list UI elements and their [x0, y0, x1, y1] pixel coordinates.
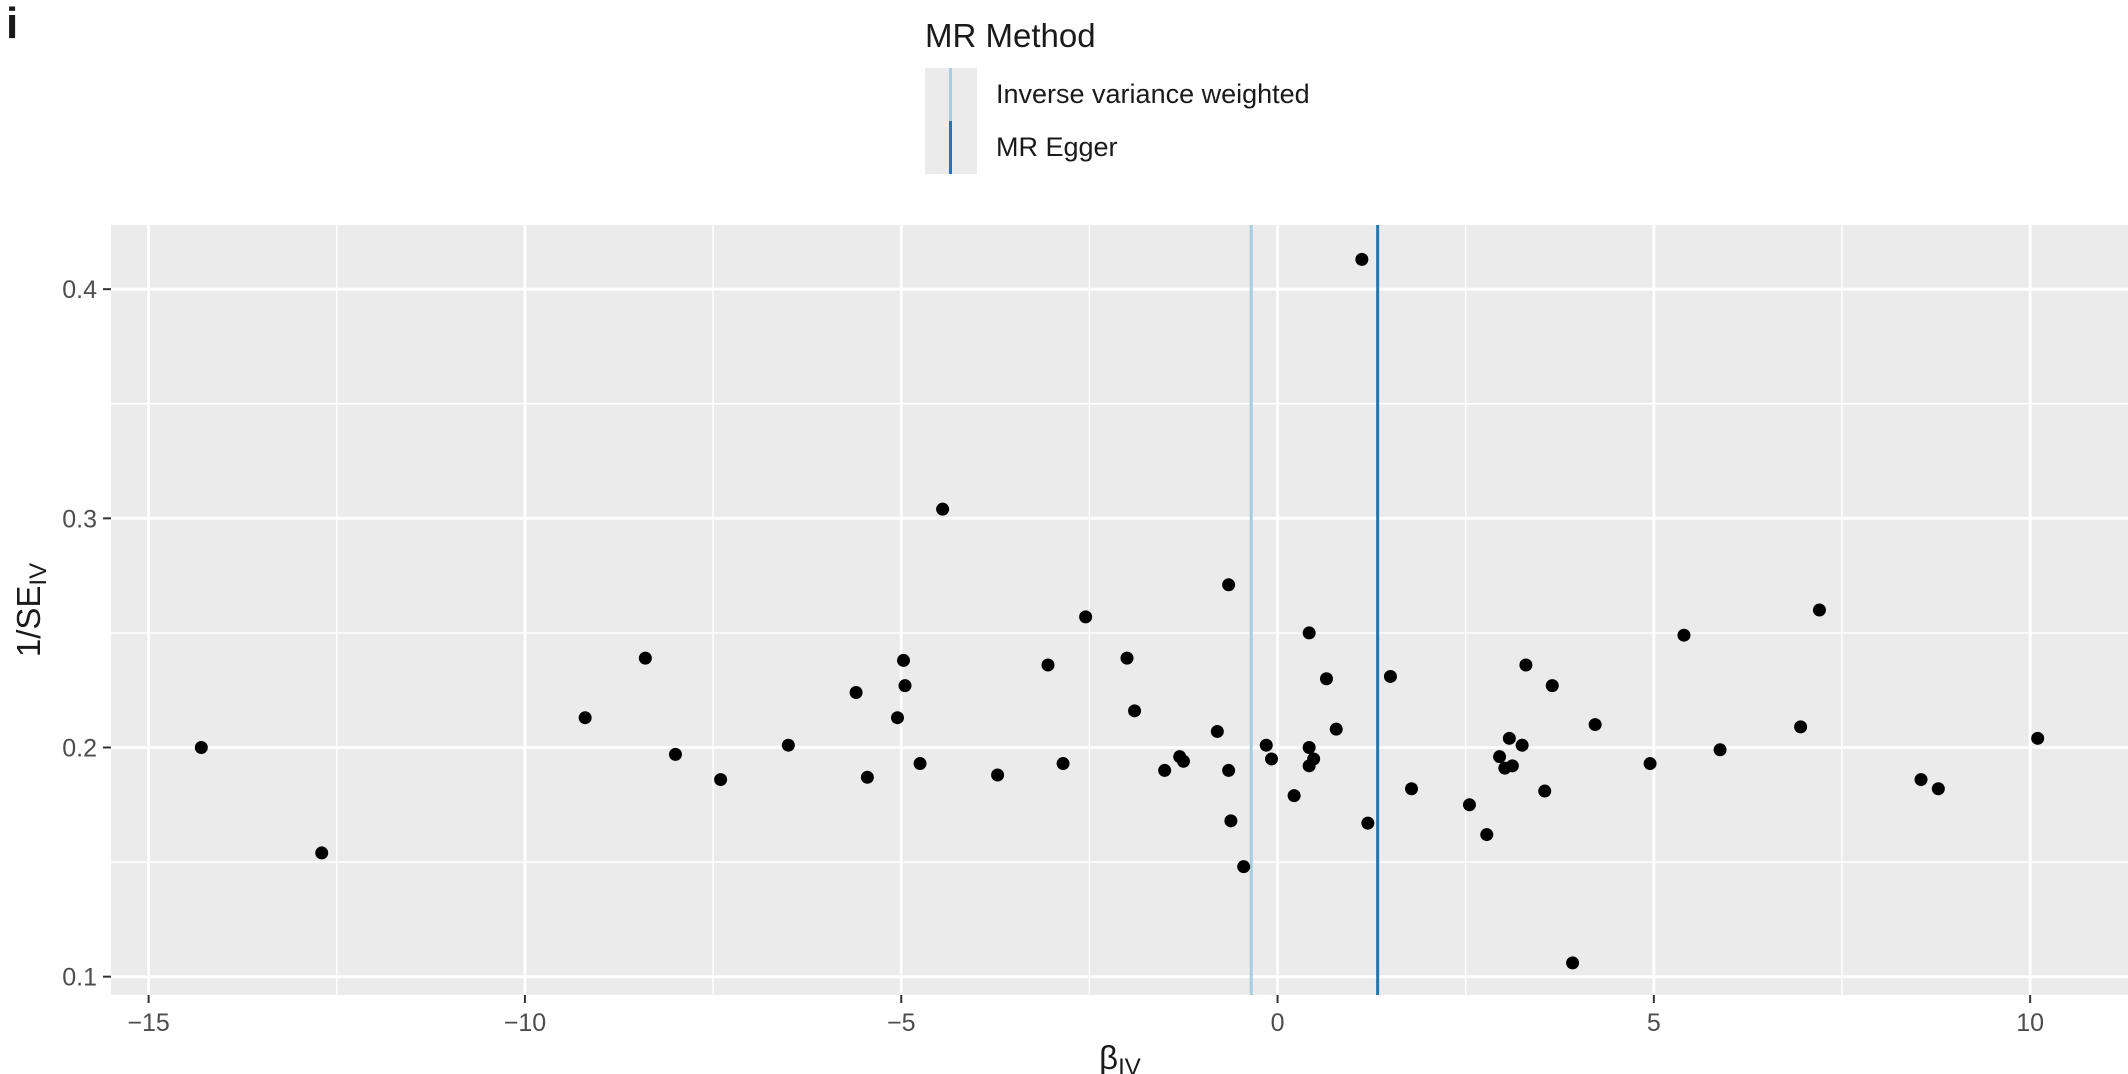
data-point — [1383, 669, 1397, 683]
y-tick-label: 0.2 — [62, 735, 97, 763]
major-gridlines — [111, 225, 2128, 995]
x-axis-title: βIV — [1099, 1039, 1141, 1074]
data-point — [1128, 704, 1142, 718]
data-point — [1355, 252, 1369, 266]
minor-gridlines — [111, 225, 2128, 995]
y-tick-label: 0.1 — [62, 964, 97, 992]
data-point — [315, 846, 329, 860]
data-point — [1237, 860, 1251, 874]
data-point — [714, 773, 728, 787]
data-point — [1588, 718, 1602, 732]
data-point — [897, 653, 911, 667]
data-point — [1265, 752, 1279, 766]
y-axis: 0.1 0.2 0.3 0.4 — [62, 276, 111, 992]
data-point — [1079, 610, 1093, 624]
data-point — [1931, 782, 1945, 796]
data-point — [1041, 658, 1055, 672]
data-point — [1222, 578, 1236, 592]
legend-title: MR Method — [925, 17, 1096, 54]
x-axis-title-main: β — [1099, 1039, 1118, 1074]
data-point — [1259, 738, 1273, 752]
data-point — [1222, 763, 1236, 777]
data-point — [1307, 752, 1321, 766]
plot-panel — [111, 225, 2128, 995]
data-point — [1914, 773, 1928, 787]
data-point — [1329, 722, 1343, 736]
panel-label: i — [6, 0, 19, 48]
data-point — [1643, 757, 1657, 771]
y-axis-title-main: 1/SE — [10, 586, 47, 658]
data-point — [1210, 724, 1224, 738]
x-tick-label: 0 — [1271, 1009, 1285, 1037]
x-tick-label: 5 — [1647, 1009, 1661, 1037]
data-point — [1493, 750, 1507, 764]
data-point — [1462, 798, 1476, 812]
y-tick-label: 0.4 — [62, 276, 97, 304]
data-point — [860, 770, 874, 784]
legend-label-ivw: Inverse variance weighted — [996, 79, 1310, 109]
data-point — [1566, 956, 1580, 970]
data-point — [1319, 672, 1333, 686]
y-tick-label: 0.3 — [62, 505, 97, 533]
data-point — [898, 679, 912, 693]
legend-key-egger — [925, 121, 977, 174]
data-point — [936, 502, 950, 516]
method-lines — [1249, 225, 1380, 995]
data-point — [1302, 741, 1316, 754]
y-axis-title: 1/SEIV — [10, 563, 52, 657]
data-point — [890, 711, 904, 725]
data-point — [1505, 759, 1519, 773]
legend-swatch-egger — [949, 121, 952, 174]
data-point — [781, 738, 795, 752]
data-point — [578, 711, 592, 725]
data-point — [1224, 814, 1238, 828]
legend-swatch-ivw — [949, 68, 952, 121]
data-point — [194, 741, 208, 754]
x-tick-label: 10 — [2016, 1009, 2044, 1037]
data-point — [1480, 828, 1494, 842]
data-point — [1120, 651, 1134, 665]
data-point — [991, 768, 1005, 782]
data-point — [638, 651, 652, 665]
data-point — [1176, 754, 1190, 768]
x-axis-title-sub: IV — [1118, 1054, 1141, 1074]
data-point — [668, 747, 682, 761]
data-point — [1287, 789, 1301, 803]
legend: MR Method Inverse variance weighted MR E… — [925, 16, 1310, 174]
data-point — [1158, 763, 1172, 777]
data-point — [1545, 679, 1559, 693]
x-tick-label: −5 — [887, 1009, 916, 1037]
data-point — [1361, 816, 1375, 830]
legend-key-ivw — [925, 68, 977, 121]
x-tick-label: −15 — [127, 1009, 169, 1037]
y-axis-title-sub: IV — [25, 563, 52, 586]
x-axis: −15 −10 −5 0 5 10 — [127, 995, 2044, 1037]
data-point — [1302, 626, 1316, 640]
data-point — [849, 686, 863, 699]
data-point — [1812, 603, 1826, 617]
data-point — [1794, 720, 1808, 734]
data-point — [1056, 757, 1070, 771]
data-point — [1677, 628, 1691, 642]
data-point — [1405, 782, 1419, 796]
data-point — [913, 757, 927, 771]
legend-label-egger: MR Egger — [996, 132, 1118, 162]
legend-item-ivw: Inverse variance weighted — [925, 68, 1310, 121]
data-point — [1538, 784, 1552, 798]
data-point — [1515, 738, 1529, 752]
data-point — [1519, 658, 1533, 672]
x-tick-label: −10 — [504, 1009, 546, 1037]
data-points — [194, 252, 2045, 970]
data-point — [1502, 731, 1516, 745]
data-point — [2031, 731, 2045, 745]
legend-item-egger: MR Egger — [925, 121, 1310, 174]
data-point — [1713, 743, 1727, 757]
